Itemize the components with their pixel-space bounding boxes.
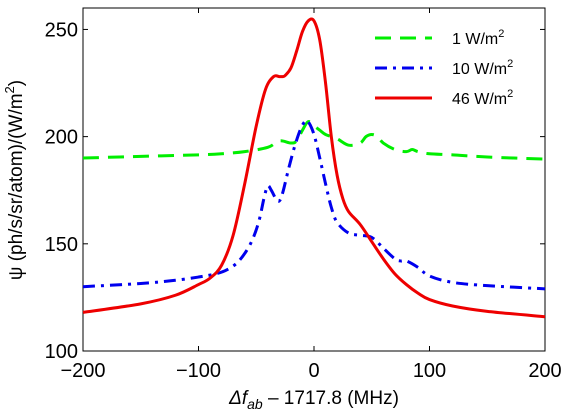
x-tick-label: −200: [60, 360, 105, 382]
x-tick-label: −100: [176, 360, 221, 382]
legend-label-1: 1 W/m2: [452, 28, 504, 48]
legend-label-text: 46 W/m: [452, 91, 507, 108]
x-axis-label-sub: ab: [247, 396, 263, 412]
y-axis-label-close: ): [6, 80, 27, 86]
y-tick-label: 200: [45, 127, 78, 149]
y-tick-label: 250: [45, 19, 78, 41]
x-axis-label-rest: – 1717.8 (MHz): [263, 388, 399, 409]
y-axis-label-sup: 2: [2, 86, 17, 93]
x-tick-label: 200: [528, 360, 561, 382]
legend-label-sup: 2: [507, 58, 513, 70]
y-tick-label: 150: [45, 234, 78, 256]
legend-label-text: 10 W/m: [452, 61, 507, 78]
series-line-3: [82, 17, 546, 319]
x-axis-label-main: Δf: [228, 388, 249, 409]
legend-label-3: 46 W/m2: [452, 88, 513, 108]
y-axis-label-main: ψ (ph/s/sr/atom)/(W/m: [6, 93, 27, 280]
legend-label-sup: 2: [507, 88, 513, 100]
legend-label-2: 10 W/m2: [452, 58, 513, 78]
y-axis-label: ψ (ph/s/sr/atom)/(W/m2): [2, 80, 27, 280]
legend-label-sup: 2: [498, 28, 504, 40]
x-tick-label: 0: [308, 360, 319, 382]
tick-layer: −200 −100 0 100 200 100 150 200 250: [45, 8, 562, 382]
series-line-2: [82, 118, 546, 291]
series-line-1: [82, 120, 546, 161]
x-axis-label: Δfab – 1717.8 (MHz): [228, 388, 399, 412]
series-layer: [82, 17, 546, 319]
legend-label-text: 1 W/m: [452, 31, 498, 48]
y-tick-label: 100: [45, 341, 78, 363]
x-tick-label: 100: [413, 360, 446, 382]
plot-area: [82, 7, 546, 352]
